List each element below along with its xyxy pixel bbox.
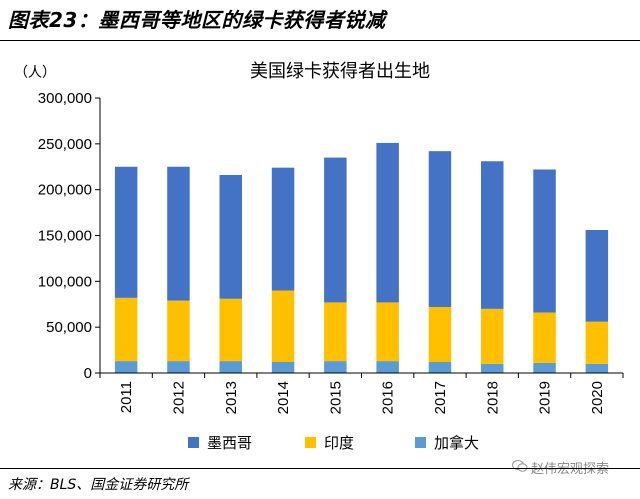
bar-segment	[481, 161, 504, 309]
x-tick-label: 2019	[537, 381, 554, 414]
bar-segment	[585, 321, 609, 364]
y-tick-label: 300,000	[38, 90, 92, 107]
y-unit-label: （人）	[14, 65, 56, 81]
bar-segment	[533, 312, 556, 363]
bar-segment	[271, 362, 295, 373]
legend: 墨西哥 印度 加拿大	[0, 432, 640, 454]
bar-segment	[585, 363, 609, 373]
bar-segment	[219, 298, 242, 362]
legend-swatch-mexico	[188, 437, 199, 448]
bar-segment	[114, 297, 138, 362]
y-tick-label: 0	[84, 365, 92, 382]
bar-segment	[167, 361, 190, 373]
watermark-text: 赵伟宏观探索	[531, 462, 610, 477]
bar-segment	[481, 363, 504, 373]
x-tick-label: 2011	[118, 381, 135, 413]
bar-segment	[376, 361, 399, 373]
bar-segment	[428, 362, 452, 373]
source-note: 来源：BLS、国金证券研究所	[8, 477, 189, 493]
bar-segment	[428, 151, 452, 307]
legend-item-mexico: 墨西哥	[188, 432, 252, 453]
x-tick-label: 2012	[170, 381, 187, 414]
y-axis: 0 50,000 100,000 150,000 200,000 250,000 300,0…	[38, 90, 101, 382]
bar-segment	[324, 157, 347, 303]
chart-title: 美国绿卡获得者出生地	[250, 61, 430, 82]
x-tick-label: 2018	[484, 381, 501, 414]
bar-segment	[533, 362, 556, 373]
y-tick-label: 50,000	[46, 319, 92, 336]
legend-swatch-india	[305, 437, 316, 448]
bar-segment	[376, 142, 399, 303]
bar-segment	[324, 361, 347, 373]
bar-segment	[167, 300, 190, 362]
figure-title: 图表23：墨西哥等地区的绿卡获得者锐减	[8, 8, 386, 32]
y-tick-label: 100,000	[38, 273, 92, 290]
title-divider	[0, 40, 640, 41]
bar-segment	[219, 175, 242, 299]
legend-label-mexico: 墨西哥	[207, 434, 253, 452]
y-tick-label: 250,000	[38, 136, 92, 153]
bars	[114, 142, 609, 373]
x-tick-label: 2020	[589, 381, 606, 414]
bar-segment	[585, 230, 609, 322]
bar-segment	[481, 308, 504, 364]
bar-segment	[114, 166, 138, 298]
y-tick-label: 150,000	[38, 228, 92, 245]
x-tick-label: 2015	[327, 381, 344, 414]
bar-segment	[167, 166, 190, 301]
legend-swatch-canada	[415, 437, 426, 448]
y-tick-label: 200,000	[38, 182, 92, 199]
x-tick-label: 2014	[275, 381, 292, 414]
bar-segment	[376, 302, 399, 362]
bar-segment	[114, 361, 138, 373]
bar-segment	[324, 302, 347, 362]
legend-label-canada: 加拿大	[434, 434, 480, 452]
x-axis: 2011 2012 2013 2014 2015 2016 2017 2018 2019 2020	[99, 372, 624, 414]
bar-segment	[533, 169, 556, 313]
bar-segment	[428, 307, 452, 362]
stacked-bar-chart: 美国绿卡获得者出生地 （人） 0 50,000 100,000 150,000 200,…	[14, 61, 624, 414]
legend-item-india: 印度	[305, 432, 354, 453]
bar-segment	[271, 167, 295, 291]
x-tick-label: 2016	[380, 381, 397, 414]
legend-item-canada: 加拿大	[415, 432, 479, 453]
legend-label-india: 印度	[324, 434, 355, 452]
bar-segment	[219, 361, 242, 373]
x-tick-label: 2013	[223, 381, 240, 414]
bar-segment	[271, 290, 295, 362]
x-tick-label: 2017	[432, 381, 449, 414]
footer-divider	[0, 468, 640, 469]
